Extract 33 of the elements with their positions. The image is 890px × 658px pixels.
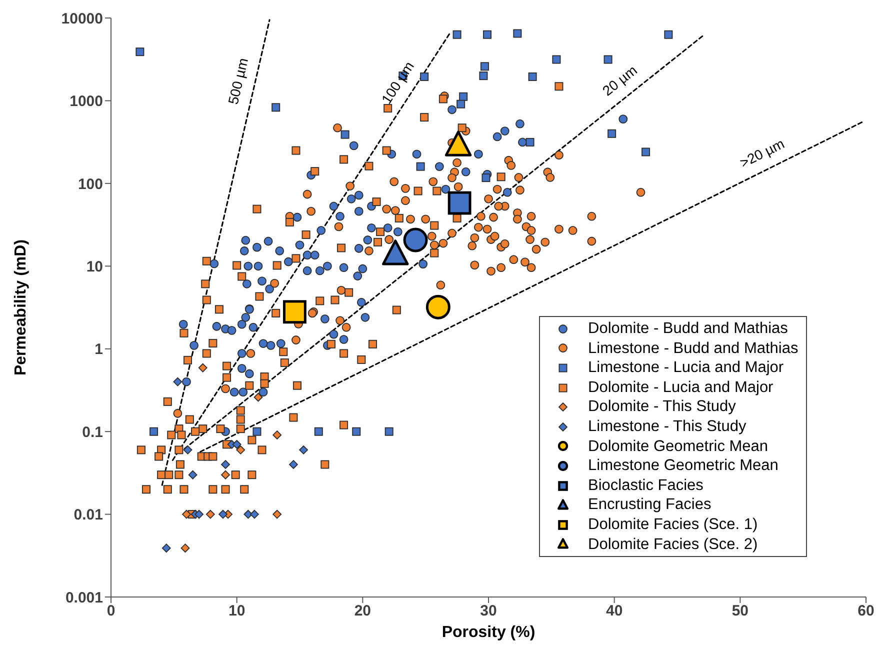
legend-label: Dolomite Facies (Sce. 2) <box>588 534 758 554</box>
legend-label: Limestone - Budd and Mathias <box>588 338 798 358</box>
y-tick-label: 0.01 <box>74 506 103 524</box>
legend-label: Dolomite - This Study <box>588 397 736 417</box>
legend-label: Dolomite Facies (Sce. 1) <box>588 514 758 535</box>
y-axis-title: Permeability (mD) <box>12 239 30 376</box>
y-tick-label: 10 <box>86 258 103 276</box>
legend-label: Limestone Geometric Mean <box>588 456 778 476</box>
text: >20 µm <box>737 135 787 171</box>
x-tick-label: 10 <box>228 602 246 620</box>
y-tick-label: 0.001 <box>65 589 103 606</box>
x-tick-label: 30 <box>480 602 497 620</box>
y-tick-label: 0.1 <box>82 424 103 441</box>
x-tick-label: 40 <box>606 602 623 620</box>
y-tick-label: 1000 <box>70 93 103 110</box>
legend-label: Dolomite - Lucia and Major <box>588 378 774 398</box>
legend-label: Encrusting Facies <box>588 495 712 515</box>
y-tick-label: 1 <box>94 341 103 358</box>
legend-label: Bioclastic Facies <box>588 476 704 496</box>
legend-label: Dolomite - Budd and Mathias <box>588 319 788 339</box>
legend-label: Limestone - Lucia and Major <box>588 358 784 378</box>
x-tick-label: 20 <box>354 602 372 620</box>
text: 500 µm <box>224 56 252 106</box>
text: 20 µm <box>599 62 640 99</box>
x-tick-label: 50 <box>732 602 749 620</box>
legend-label: Limestone - This Study <box>588 416 746 437</box>
x-tick-label: 60 <box>858 602 874 620</box>
text: 100 µm <box>378 58 418 107</box>
y-tick-label: 100 <box>78 176 103 193</box>
y-tick-label: 10000 <box>61 10 103 28</box>
x-tick-label: 0 <box>106 602 116 620</box>
legend-label: Dolomite Geometric Mean <box>588 436 768 456</box>
x-axis-title: Porosity (%) <box>442 624 536 641</box>
